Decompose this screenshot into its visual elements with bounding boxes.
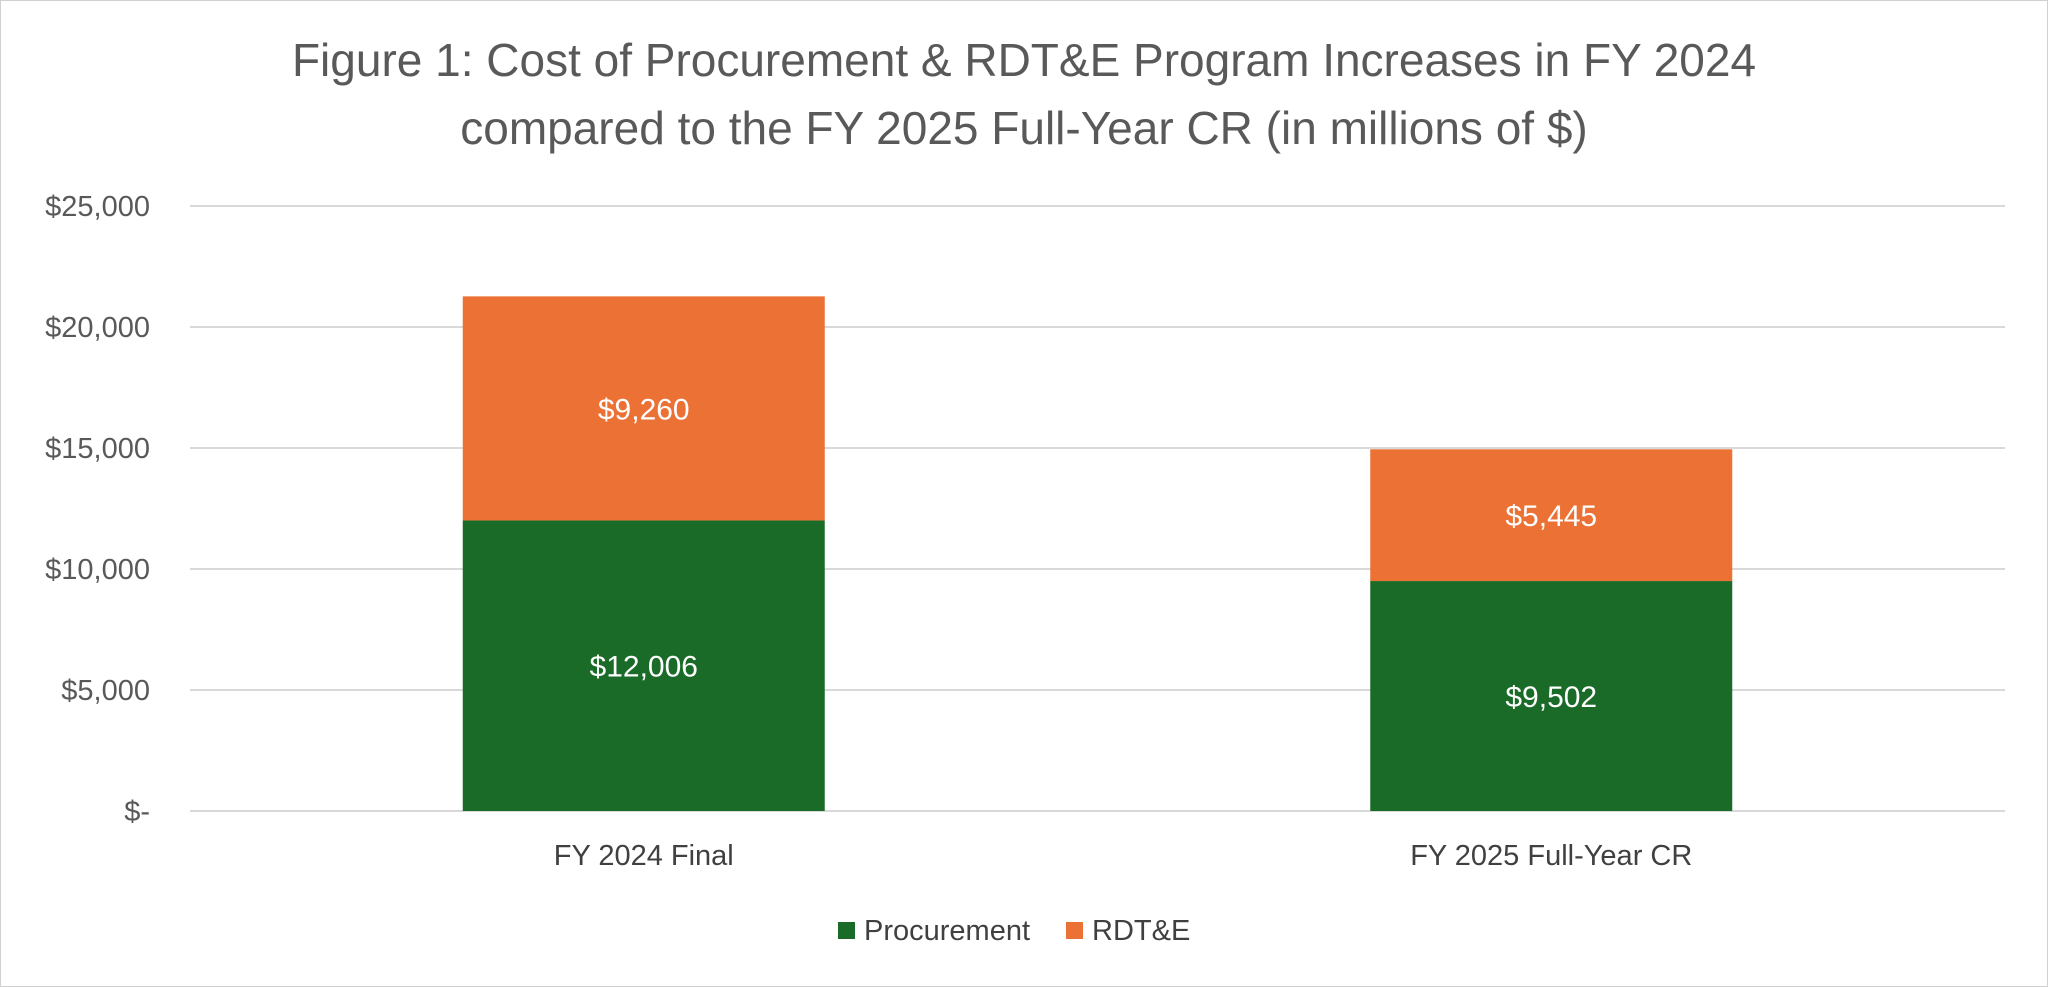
y-tick-label: $- — [124, 796, 150, 828]
chart-title-line-1: Figure 1: Cost of Procurement & RDT&E Pr… — [292, 34, 1756, 86]
chart-title: Figure 1: Cost of Procurement & RDT&E Pr… — [292, 34, 1756, 154]
y-tick-label: $25,000 — [45, 191, 150, 223]
bar-rdt-e — [1370, 449, 1733, 582]
y-tick-label: $10,000 — [45, 554, 150, 586]
legend: Procurement RDT&E — [838, 915, 1190, 947]
data-label: $9,502 — [1505, 681, 1597, 714]
bars — [462, 296, 1733, 811]
x-category-label: FY 2025 Full-Year CR — [1410, 840, 1692, 872]
bar-rdt-e — [462, 296, 825, 521]
data-labels: $12,006 $9,260 $9,502 $5,445 — [590, 393, 1598, 714]
legend-swatch — [838, 922, 855, 939]
bar-procurement — [1370, 581, 1733, 811]
data-label: $5,445 — [1505, 500, 1597, 533]
y-tick-label: $15,000 — [45, 433, 150, 465]
data-label: $9,260 — [598, 393, 690, 426]
legend-label: RDT&E — [1092, 915, 1190, 947]
legend-item: Procurement — [838, 915, 1030, 947]
chart-title-line-2: compared to the FY 2025 Full-Year CR (in… — [460, 102, 1588, 154]
bar-procurement — [462, 520, 825, 811]
legend-item: RDT&E — [1066, 915, 1190, 947]
gridlines — [190, 205, 2005, 812]
legend-swatch — [1066, 922, 1084, 939]
x-category-label: FY 2024 Final — [554, 840, 734, 872]
legend-label: Procurement — [864, 915, 1030, 947]
data-label: $12,006 — [590, 651, 698, 684]
x-axis-category-labels: FY 2024 Final FY 2025 Full-Year CR — [554, 840, 1693, 872]
y-tick-label: $5,000 — [61, 675, 150, 707]
y-axis-tick-labels: $- $5,000 $10,000 $15,000 $20,000 $25,000 — [45, 191, 150, 828]
y-tick-label: $20,000 — [45, 312, 150, 344]
